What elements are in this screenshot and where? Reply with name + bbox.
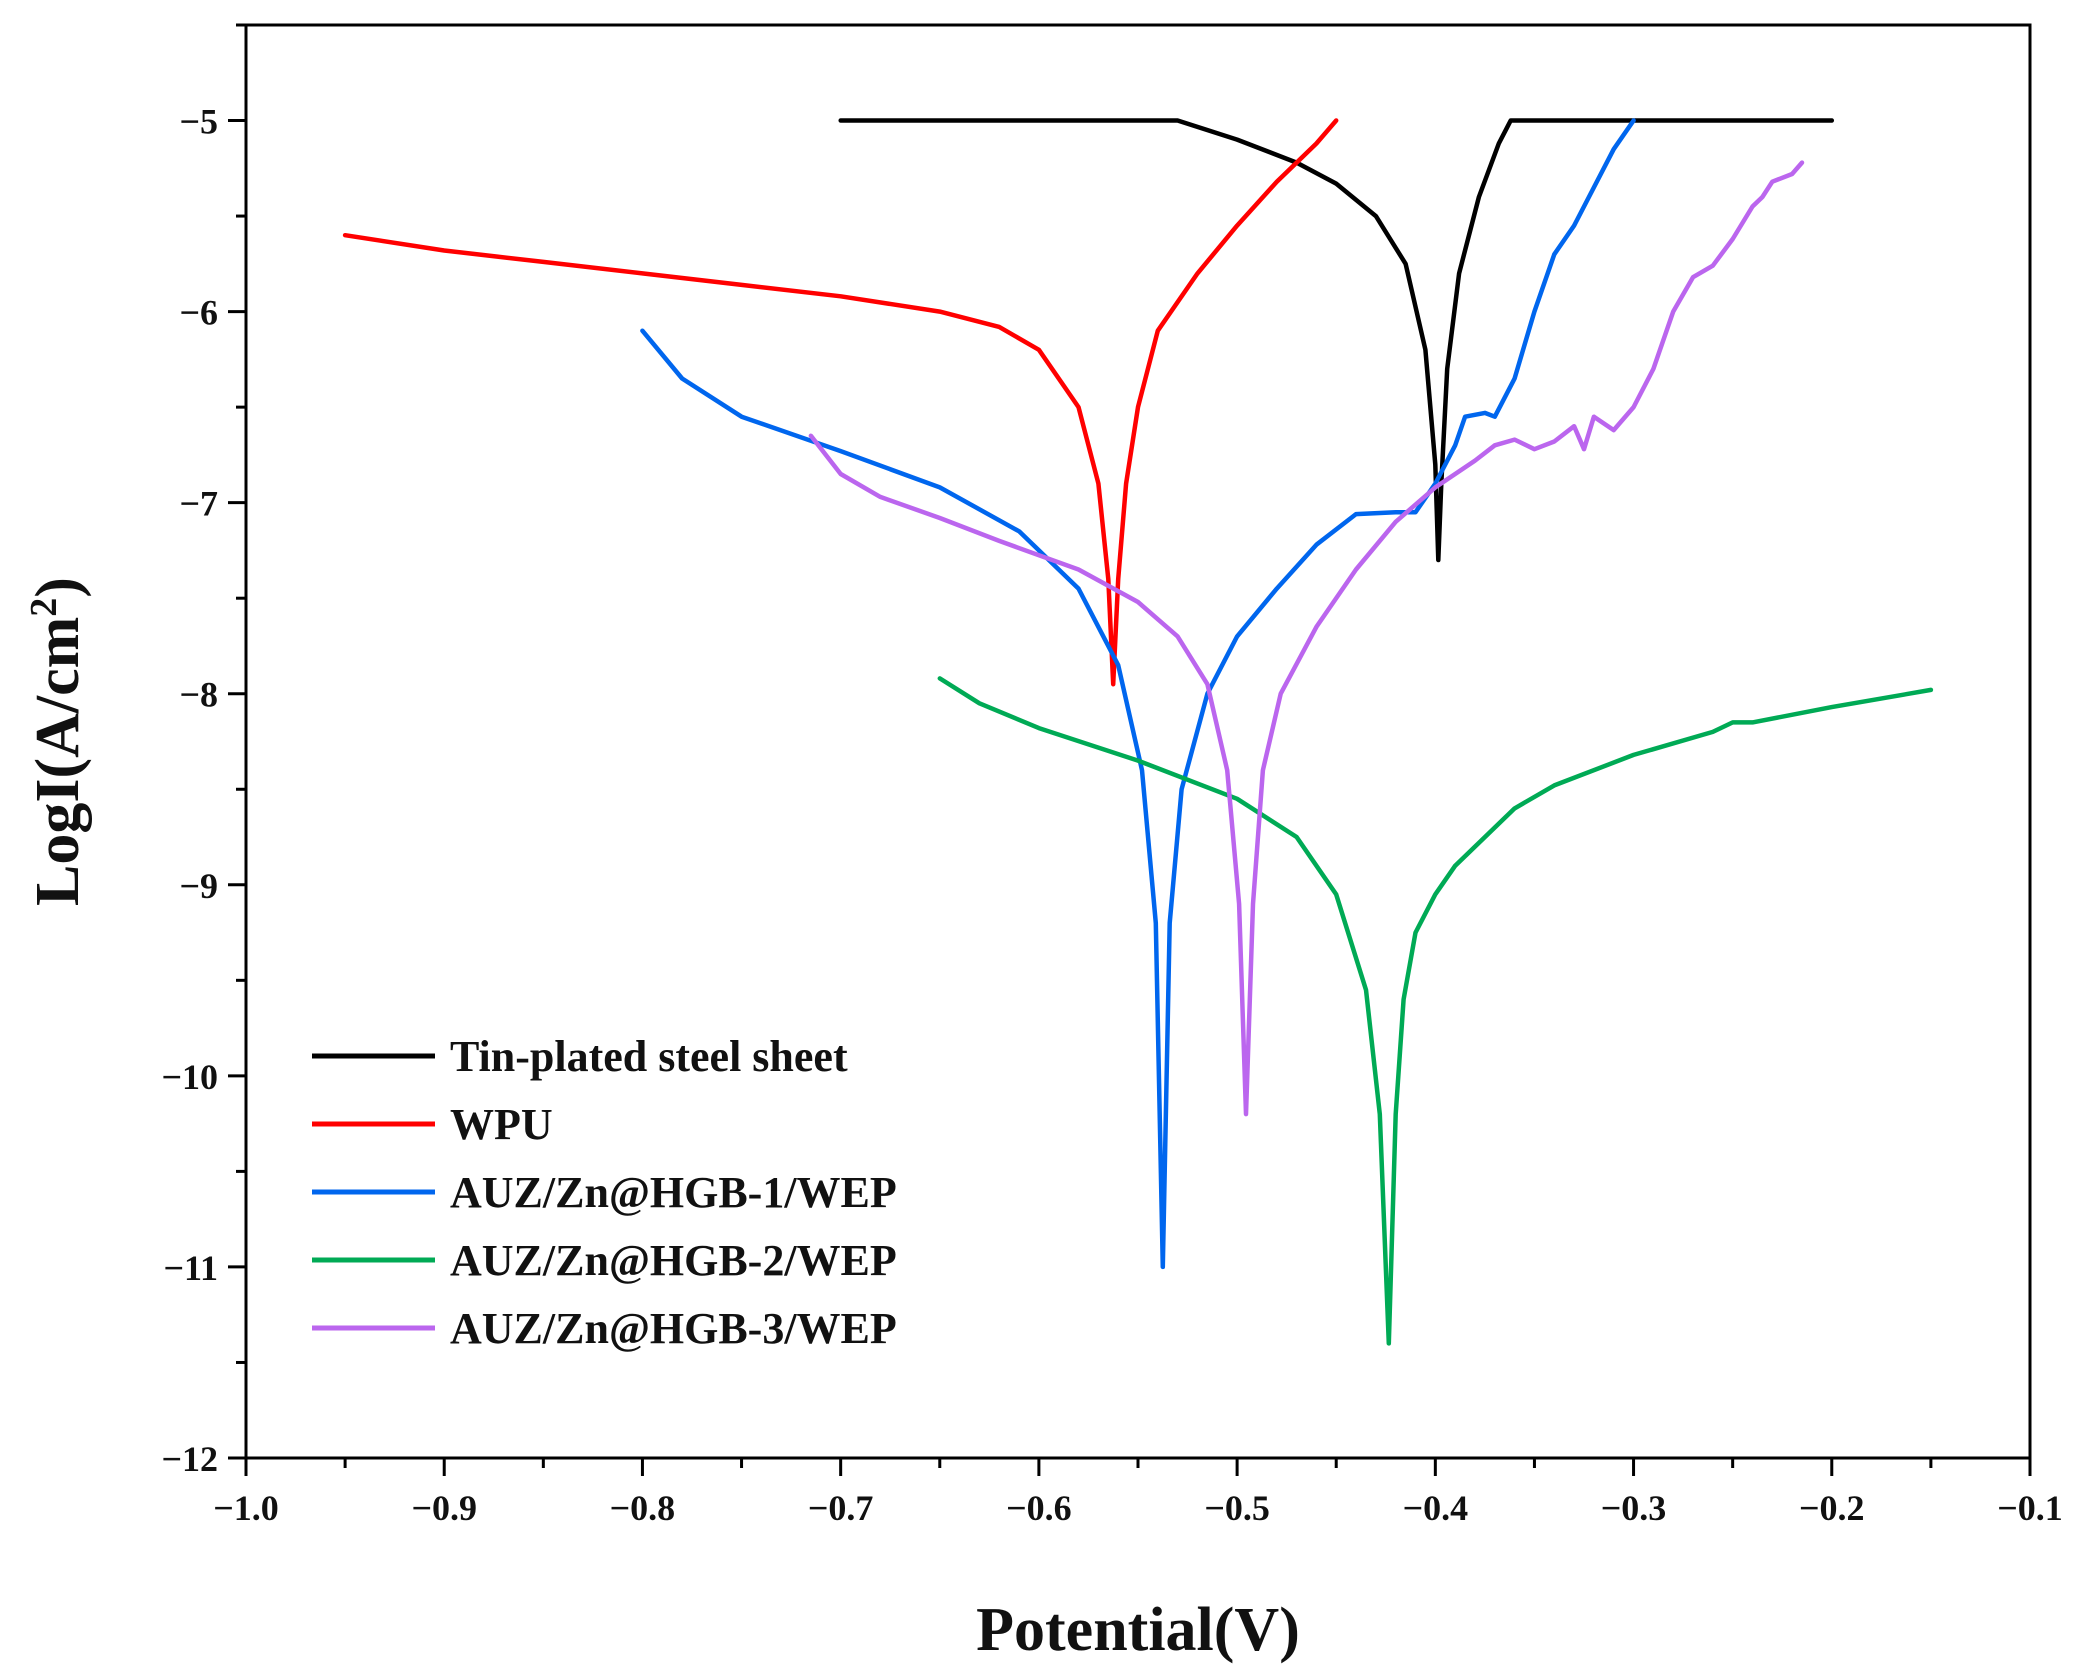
legend-label: AUZ/Zn@HGB-1/WEP xyxy=(450,1168,897,1217)
y-tick-label: −7 xyxy=(179,484,218,524)
series-line-3 xyxy=(640,118,1636,1270)
x-axis-title: Potential(V) xyxy=(976,1596,1300,1664)
x-tick-label: −0.2 xyxy=(1799,1488,1865,1528)
x-tick-label: −0.8 xyxy=(610,1488,676,1528)
x-tick-label: −0.3 xyxy=(1601,1488,1667,1528)
series-line-5 xyxy=(808,160,1805,1117)
x-tick-label: −0.5 xyxy=(1204,1488,1270,1528)
x-tick-label: −0.4 xyxy=(1403,1488,1469,1528)
series-line-1 xyxy=(838,118,1835,563)
y-axis-title: LogI(A/cm2) xyxy=(23,577,92,906)
axis-ticks: −1.0 −0.9 −0.8 −0.7 −0.6 −0.5 −0.4 −0.3 −0.2 −0.1… xyxy=(161,23,2063,1528)
series-layer xyxy=(342,118,1934,1346)
y-axis-title-close: ) xyxy=(24,577,92,598)
y-axis-title-main: LogI(A/cm xyxy=(24,617,92,906)
x-tick-label: −0.7 xyxy=(808,1488,874,1528)
x-tick-label: −1.0 xyxy=(213,1488,279,1528)
y-tick-label: −6 xyxy=(179,293,218,333)
legend-label: Tin-plated steel sheet xyxy=(450,1032,848,1081)
legend-label: WPU xyxy=(450,1100,553,1149)
y-tick-label: −10 xyxy=(161,1057,218,1097)
y-axis-title-superscript: 2 xyxy=(23,598,65,617)
x-tick-label: −0.1 xyxy=(1997,1488,2063,1528)
y-tick-label: −5 xyxy=(179,102,218,142)
legend-label: AUZ/Zn@HGB-3/WEP xyxy=(450,1304,897,1353)
y-tick-label: −11 xyxy=(163,1248,218,1288)
y-tick-label: −8 xyxy=(179,675,218,715)
y-tick-label: −12 xyxy=(161,1439,218,1479)
series-line-2 xyxy=(342,118,1339,687)
x-tick-label: −0.9 xyxy=(411,1488,477,1528)
series-line-4 xyxy=(937,676,1934,1346)
legend-label: AUZ/Zn@HGB-2/WEP xyxy=(450,1236,897,1285)
y-tick-label: −9 xyxy=(179,866,218,906)
x-tick-label: −0.6 xyxy=(1006,1488,1072,1528)
legend: Tin-plated steel sheet WPU AUZ/Zn@HGB-1/WE… xyxy=(312,1032,897,1353)
